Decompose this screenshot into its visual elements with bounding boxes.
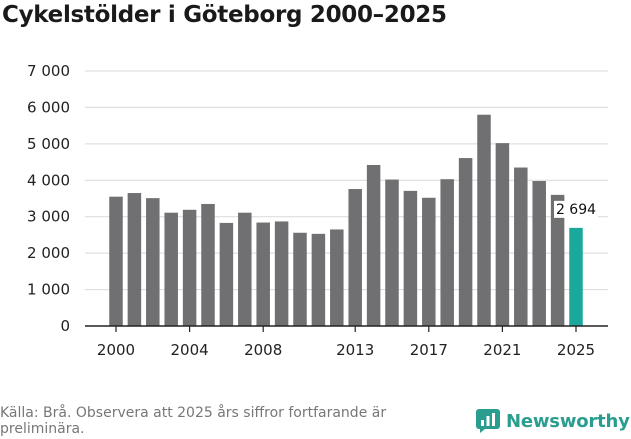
y-tick-label: 2 000 bbox=[27, 244, 70, 262]
bar-2004 bbox=[182, 209, 197, 326]
data-labels: 2 694 bbox=[554, 200, 598, 218]
bar-2003 bbox=[164, 212, 178, 326]
bar-2019 bbox=[458, 158, 473, 326]
x-tick-label: 2025 bbox=[557, 341, 595, 359]
x-tick-label: 2017 bbox=[410, 341, 448, 359]
bar-chart: 0 1 000 2 000 3 000 4 000 5 000 6 000 7 000 200… bbox=[27, 62, 608, 359]
bar-2006 bbox=[219, 222, 234, 326]
y-tick-label: 3 000 bbox=[27, 208, 70, 226]
bar-2021 bbox=[495, 143, 510, 326]
bar-2010 bbox=[293, 232, 307, 326]
bar-2001 bbox=[127, 193, 142, 326]
newsworthy-logo-icon bbox=[476, 409, 500, 433]
bar-2025 bbox=[569, 227, 583, 326]
y-tick-label: 5 000 bbox=[27, 135, 70, 153]
y-tick-label: 0 bbox=[60, 317, 70, 335]
bar-2015 bbox=[385, 179, 399, 326]
bar-2020 bbox=[477, 114, 491, 326]
y-tick-label: 7 000 bbox=[27, 62, 70, 80]
bar-2008 bbox=[256, 222, 270, 326]
y-tick-label: 1 000 bbox=[27, 281, 70, 299]
bar-2002 bbox=[146, 198, 160, 326]
bar-2024 bbox=[550, 194, 565, 326]
bars bbox=[109, 114, 583, 326]
bar-2014 bbox=[366, 164, 381, 326]
brand-name: Newsworthy bbox=[506, 410, 630, 432]
bar-2017 bbox=[422, 197, 436, 326]
source-note: Källa: Brå. Observera att 2025 års siffr… bbox=[0, 405, 387, 437]
y-axis-ticks: 0 1 000 2 000 3 000 4 000 5 000 6 000 7 000 bbox=[27, 62, 70, 335]
x-axis: 2000 2004 2008 2013 2017 2021 2025 bbox=[85, 325, 608, 359]
bar-2007 bbox=[238, 212, 252, 326]
x-tick-label: 2013 bbox=[336, 341, 374, 359]
bar-2023 bbox=[532, 181, 546, 326]
bar-2012 bbox=[330, 229, 344, 326]
x-tick-label: 2004 bbox=[171, 341, 209, 359]
y-tick-label: 4 000 bbox=[27, 171, 70, 189]
newsworthy-logo: Newsworthy bbox=[476, 409, 630, 433]
bar-2009 bbox=[274, 221, 289, 326]
data-label: 2 694 bbox=[556, 202, 596, 218]
bar-2011 bbox=[311, 233, 326, 326]
bar-2022 bbox=[514, 167, 528, 326]
bar-2005 bbox=[201, 203, 215, 326]
data-label-background bbox=[554, 200, 598, 218]
chart-title: Cykelstölder i Göteborg 2000–2025 bbox=[2, 2, 447, 28]
bar-2013 bbox=[348, 189, 362, 326]
bar-2016 bbox=[403, 190, 418, 326]
bar-2000 bbox=[109, 196, 123, 326]
y-tick-label: 6 000 bbox=[27, 98, 70, 116]
bar-2018 bbox=[440, 179, 454, 326]
x-tick-label: 2000 bbox=[97, 341, 135, 359]
x-tick-label: 2008 bbox=[244, 341, 282, 359]
x-tick-label: 2021 bbox=[483, 341, 521, 359]
gridlines bbox=[85, 70, 608, 291]
